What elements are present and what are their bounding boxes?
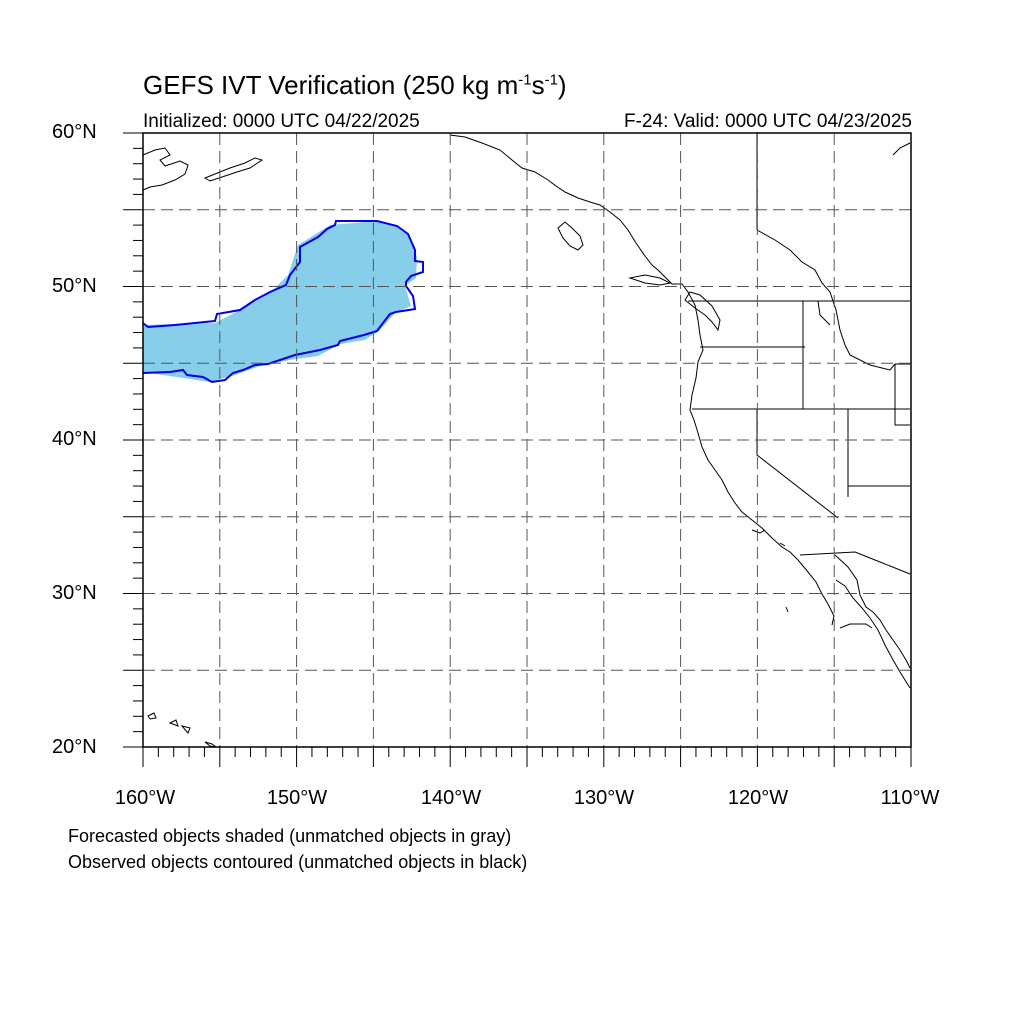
lon-label-130w: 130°W (573, 787, 635, 809)
lon-label-140w: 140°W (420, 787, 482, 809)
lon-label-160w: 160°W (114, 787, 176, 809)
lon-label-150w: 150°W (266, 787, 328, 809)
lat-label-50n: 50°N (52, 275, 97, 297)
coastlines (142, 134, 911, 748)
lon-label-110w: 110°W (880, 787, 940, 809)
map-title: GEFS IVT Verification (250 kg m-1s-1) (143, 70, 567, 100)
lat-label-20n: 20°N (52, 736, 97, 758)
forecast-object-shaded (143, 221, 417, 382)
axis-ticks (123, 132, 912, 767)
lat-label-60n: 60°N (52, 121, 97, 143)
lon-label-120w: 120°W (727, 787, 789, 809)
lat-label-30n: 30°N (52, 582, 97, 604)
caption-forecast: Forecasted objects shaded (unmatched obj… (68, 826, 512, 846)
caption-observed: Observed objects contoured (unmatched ob… (68, 852, 528, 872)
valid-time: F-24: Valid: 0000 UTC 04/23/2025 (624, 111, 912, 132)
observed-object-contour (142, 220, 424, 384)
political-boundaries (688, 132, 911, 575)
graticule (143, 133, 911, 747)
lat-label-40n: 40°N (52, 428, 97, 450)
initialized-time: Initialized: 0000 UTC 04/22/2025 (143, 111, 420, 132)
